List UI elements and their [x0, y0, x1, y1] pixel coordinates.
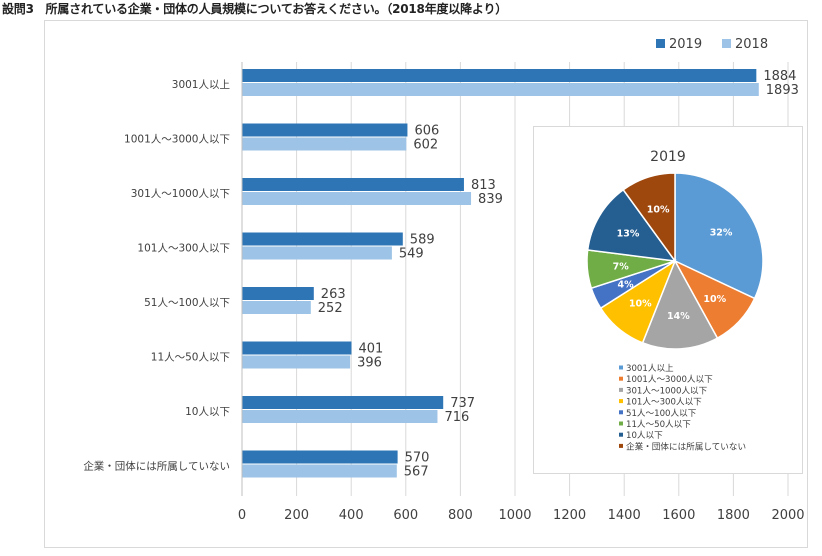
x-tick-label: 800: [448, 508, 473, 523]
category-label: 3001人以上: [172, 79, 230, 91]
bar-2018: [242, 355, 351, 369]
x-tick-label: 1400: [608, 508, 641, 523]
x-tick-label: 1800: [717, 508, 750, 523]
category-label: 10人以下: [185, 406, 230, 418]
data-label: 549: [399, 247, 424, 262]
pie-legend-swatch: [619, 365, 623, 370]
pie-slice: [674, 172, 764, 300]
x-tick-label: 200: [284, 508, 309, 523]
pie-legend-label: 101人～300人以下: [626, 397, 702, 408]
data-label: 606: [414, 124, 439, 139]
page-title: 設問3 所属されている企業・団体の人員規模についてお答えください。（2018年度…: [2, 2, 508, 16]
x-tick-label: 600: [393, 508, 418, 523]
bar-2019: [242, 69, 757, 82]
x-tick-label: 0: [238, 508, 246, 523]
data-label: 737: [450, 396, 475, 411]
pie-legend-swatch: [619, 410, 623, 415]
pie-legend-label: 301人～1000人以下: [626, 385, 708, 396]
bar-2019: [242, 396, 444, 409]
category-label: 11人～50人以下: [151, 352, 230, 364]
data-label: 602: [413, 138, 438, 153]
pie-title: 2019: [650, 149, 686, 165]
bar-2018: [242, 137, 407, 151]
data-label: 401: [358, 342, 383, 357]
legend-label: 2019: [669, 37, 702, 52]
pie-chart-frame: 2019 32% 10% 14% 10% 4% 7% 13% 10% 3001人以上 1001人～3…: [533, 126, 803, 474]
bar-2018: [242, 192, 472, 205]
category-label: 1001人～3000人以下: [124, 134, 230, 146]
bar-2018: [242, 410, 438, 423]
pie-legend-swatch: [619, 376, 623, 381]
category-label: 301人～1000人以下: [131, 188, 230, 200]
data-label: 716: [444, 410, 469, 425]
data-label: 567: [404, 465, 429, 480]
pie-slice: [641, 259, 719, 350]
slice-label: 14%: [667, 311, 690, 322]
pie-legend-swatch: [619, 432, 623, 437]
pie-legend-swatch: [619, 399, 623, 404]
data-label: 1893: [766, 83, 799, 98]
slice-label: 10%: [703, 294, 726, 305]
bar-2018: [242, 301, 311, 314]
slice-label: 7%: [613, 262, 630, 273]
bar-2019: [242, 232, 403, 246]
legend-swatch: [656, 39, 665, 48]
pie-legend-swatch: [619, 387, 623, 392]
pie-legend-label: 11人～50人以下: [626, 419, 691, 430]
x-tick-label: 1600: [662, 508, 695, 523]
x-tick-label: 1200: [553, 508, 586, 523]
x-tick-label: 2000: [771, 508, 804, 523]
legend-swatch: [722, 39, 731, 48]
pie-chart: 2019 32% 10% 14% 10% 4% 7% 13% 10% 3001人以上1001人～3…: [586, 149, 764, 452]
data-label: 589: [410, 233, 435, 248]
bar-2018: [242, 83, 759, 96]
data-label: 839: [478, 192, 503, 207]
bar-2018: [242, 246, 392, 260]
slice-label: 10%: [629, 299, 652, 310]
bar-2019: [242, 178, 464, 191]
pie-legend-label: 1001人～3000人以下: [626, 374, 713, 385]
category-label: 51人～100人以下: [144, 297, 230, 309]
pie-legend-label: 10人以下: [626, 430, 663, 441]
category-label: 企業・団体には所属していない: [83, 460, 230, 473]
data-label: 263: [321, 287, 346, 302]
data-label: 396: [357, 356, 382, 371]
pie-slice: [622, 172, 676, 264]
bar-2019: [242, 123, 408, 137]
data-label: 813: [471, 178, 496, 193]
pie-legend-label: 企業・団体には所属していない: [626, 440, 746, 452]
bar-2019: [242, 450, 398, 464]
chart-frame: [44, 20, 808, 548]
legend-label: 2018: [735, 37, 768, 52]
slice-label: 13%: [617, 229, 640, 240]
bar-2019: [242, 287, 314, 300]
bar-2018: [242, 464, 397, 478]
data-label: 570: [405, 451, 430, 466]
pie-legend-label: 51人～100人以下: [626, 408, 697, 419]
x-tick-label: 400: [339, 508, 364, 523]
category-label: 101人～300人以下: [137, 243, 230, 255]
slice-label: 4%: [618, 280, 635, 291]
bar-2019: [242, 341, 352, 355]
slice-label: 10%: [647, 205, 670, 216]
x-tick-label: 1000: [498, 508, 531, 523]
pie-legend-label: 3001人以上: [626, 363, 674, 374]
slice-label: 32%: [710, 227, 733, 238]
pie-legend-swatch: [619, 421, 623, 426]
pie-legend-swatch: [619, 443, 623, 448]
pie-slice: [586, 188, 677, 262]
data-label: 252: [318, 301, 343, 316]
data-label: 1884: [763, 69, 796, 84]
